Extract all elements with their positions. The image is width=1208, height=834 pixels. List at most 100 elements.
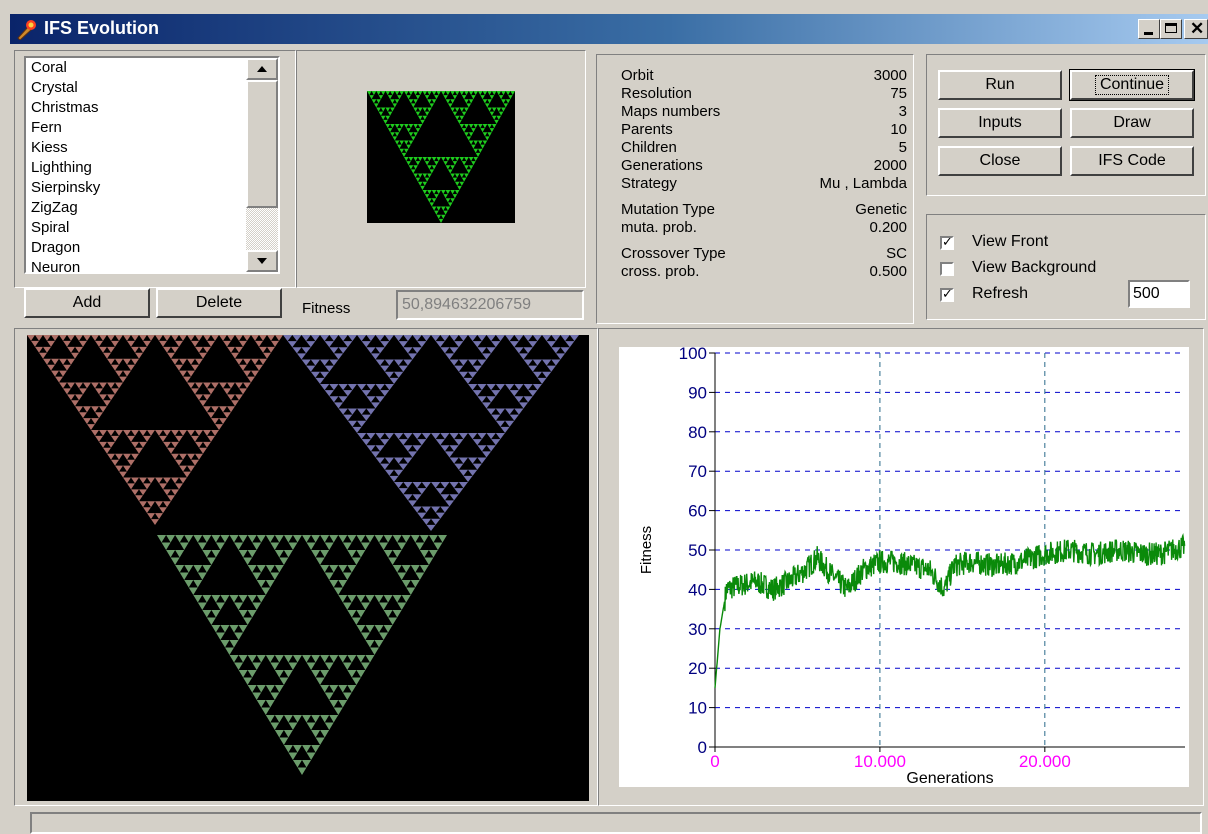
fractal-preview (367, 91, 515, 223)
fitness-chart-svg: 0 10 20 30 40 50 60 70 80 90 100 0 10.000 20.000 Gener… (638, 344, 1186, 787)
close-button[interactable]: Close (938, 146, 1062, 176)
close-icon: ✕ (1190, 19, 1205, 38)
param-label: Generations (621, 157, 703, 174)
x-tick-label: 0 (710, 752, 719, 771)
param-label: muta. prob. (621, 219, 697, 236)
fractal-copy-bottom (157, 535, 447, 775)
param-label: Maps numbers (621, 103, 721, 120)
view-background-label: View Background (972, 259, 1097, 276)
list-item[interactable]: Kiess (31, 139, 68, 156)
fractal-canvas (27, 335, 589, 801)
fractal-canvas-panel (14, 328, 598, 806)
view-background-checkbox[interactable] (940, 262, 954, 276)
preview-sierpinski (367, 91, 515, 223)
param-label: Strategy (621, 175, 677, 192)
list-item[interactable]: Christmas (31, 99, 99, 116)
maximize-button[interactable] (1160, 19, 1182, 39)
status-bar (30, 812, 1202, 834)
param-value: Mu , Lambda (819, 175, 907, 192)
arrow-down-icon (257, 258, 267, 264)
draw-button[interactable]: Draw (1070, 108, 1194, 138)
fitness-chart: 0 10 20 30 40 50 60 70 80 90 100 0 10.000 20.000 Gener… (619, 344, 1189, 787)
title-bar[interactable]: IFS Evolution ✕ (10, 14, 1208, 44)
view-front-label: View Front (972, 233, 1049, 250)
list-item[interactable]: Sierpinsky (31, 179, 101, 196)
list-item[interactable]: Fern (31, 119, 62, 136)
y-axis-label: Fitness (638, 526, 655, 574)
close-window-button[interactable]: ✕ (1184, 19, 1208, 39)
controls-panel (926, 54, 1206, 196)
y-tick-label: 80 (688, 423, 707, 442)
torch-icon (17, 20, 36, 40)
view-front-checkbox[interactable]: ✓ (940, 236, 954, 250)
scroll-up-button[interactable] (246, 58, 278, 80)
param-value: 75 (890, 85, 907, 102)
x-tick-label: 20.000 (1019, 752, 1071, 771)
scroll-down-button[interactable] (246, 250, 278, 272)
param-value: SC (886, 245, 907, 262)
list-item[interactable]: Crystal (31, 79, 78, 96)
refresh-checkbox[interactable]: ✓ (940, 288, 954, 302)
param-value: Genetic (855, 201, 907, 218)
refresh-interval-value: 500 (1133, 285, 1160, 302)
list-item[interactable]: Lighthing (31, 159, 92, 176)
param-label: cross. prob. (621, 263, 700, 280)
list-item[interactable]: Spiral (31, 219, 70, 236)
param-value: 10 (890, 121, 907, 138)
y-tick-label: 20 (688, 659, 707, 678)
y-tick-label: 10 (688, 699, 707, 718)
list-scrollbar[interactable] (246, 58, 278, 272)
options-panel (926, 214, 1206, 320)
x-axis-label: Generations (906, 770, 993, 787)
arrow-up-icon (257, 66, 267, 72)
checkmark-icon: ✓ (942, 235, 953, 250)
maximize-icon (1165, 23, 1177, 33)
param-label: Orbit (621, 67, 654, 84)
param-value: 0.500 (869, 263, 907, 280)
continue-label: Continue (1094, 75, 1170, 95)
param-label: Crossover Type (621, 245, 726, 262)
y-tick-label: 60 (688, 502, 707, 521)
parameters-panel: Orbit 3000 Resolution 75 Maps numbers 3 Parent… (596, 54, 914, 324)
param-label: Mutation Type (621, 201, 715, 218)
run-button[interactable]: Run (938, 70, 1062, 100)
window-title: IFS Evolution (44, 18, 159, 38)
list-item[interactable]: Neuron (31, 259, 81, 272)
y-tick-label: 0 (698, 738, 707, 757)
continue-button[interactable]: Continue (1069, 69, 1195, 101)
ifs-code-button[interactable]: IFS Code (1070, 146, 1194, 176)
param-value: 5 (898, 139, 907, 156)
delete-button[interactable]: Delete (156, 288, 282, 318)
fractal-copy-top-left (27, 335, 283, 525)
param-label: Children (621, 139, 677, 156)
chart-panel: 0 10 20 30 40 50 60 70 80 90 100 0 10.000 20.000 Gener… (598, 328, 1204, 806)
scroll-thumb[interactable] (246, 80, 278, 208)
fitness-field: 50,894632206759 (396, 290, 584, 320)
y-tick-label: 50 (688, 541, 707, 560)
list-item[interactable]: ZigZag (31, 199, 78, 216)
y-tick-label: 100 (679, 347, 707, 363)
list-panel (14, 50, 296, 288)
y-tick-label: 90 (688, 383, 707, 402)
preview-fractal-svg (367, 91, 515, 223)
param-value: 0.200 (869, 219, 907, 236)
shape-listbox[interactable]: Coral Crystal Christmas Fern Kiess Lighthing S… (24, 56, 280, 274)
list-item[interactable]: Coral (31, 59, 67, 76)
refresh-label: Refresh (972, 285, 1029, 302)
param-value: 3000 (873, 67, 907, 84)
inputs-button[interactable]: Inputs (938, 108, 1062, 138)
list-item[interactable]: Dragon (31, 239, 81, 256)
fitness-series-line (714, 532, 1186, 688)
minimize-icon (1144, 32, 1153, 35)
param-value: 3 (898, 103, 907, 120)
minimize-button[interactable] (1138, 19, 1160, 39)
checkmark-icon: ✓ (942, 287, 953, 302)
y-tick-label: 40 (688, 580, 707, 599)
param-label: Resolution (621, 85, 692, 102)
y-tick-label: 30 (688, 620, 707, 639)
fitness-label: Fitness (302, 300, 351, 317)
refresh-interval-input[interactable]: 500 (1128, 280, 1190, 308)
app-window: IFS Evolution ✕ Coral Crystal Christmas Fer… (10, 14, 1208, 834)
x-tick-label: 10.000 (854, 752, 906, 771)
add-button[interactable]: Add (24, 288, 150, 318)
